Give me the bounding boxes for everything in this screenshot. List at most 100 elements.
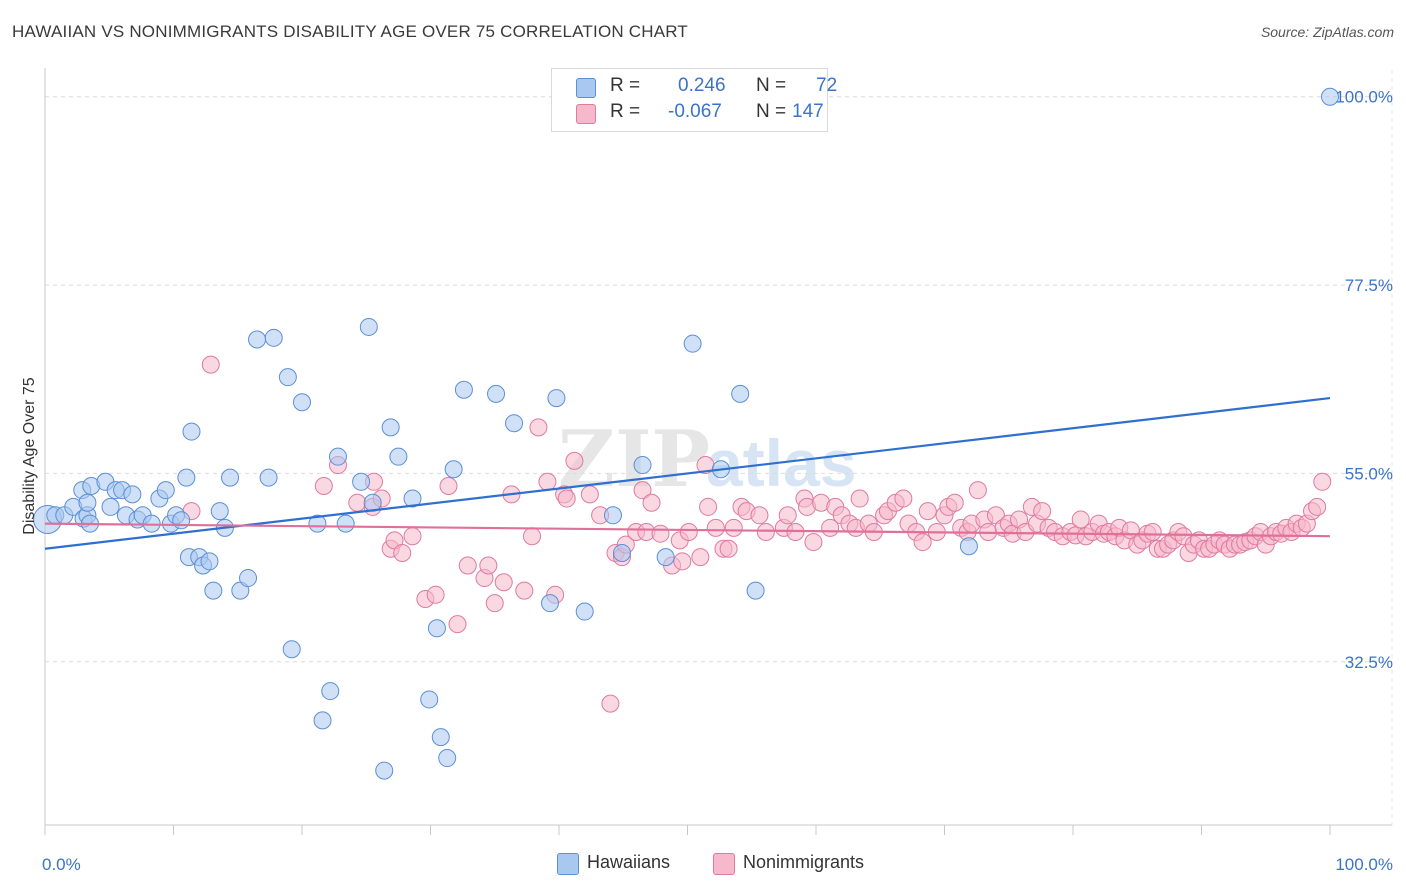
nonimmigrants-point-16 [458, 556, 477, 575]
nonimmigrants-point-38 [642, 493, 661, 512]
hawaiians-point-56 [431, 728, 450, 747]
nonimmigrants-point-2 [314, 476, 333, 495]
nonimmigrants-point-43 [679, 523, 698, 542]
n-value: 147 [792, 101, 824, 122]
hawaiians-point-73 [959, 537, 978, 556]
nonimmigrants-point-14 [439, 476, 458, 495]
y-tick-label-1: 55.0% [1345, 464, 1393, 483]
hawaiians-point-43 [308, 514, 327, 533]
hawaiians-point-52 [389, 447, 408, 466]
nonimmigrants-label: Nonimmigrants [743, 852, 865, 872]
y-axis-title: Disability Age Over 75 [21, 377, 38, 535]
nonimmigrants-point-10 [393, 543, 412, 562]
hawaiians-point-62 [541, 594, 560, 613]
r-value: 0.246 [678, 75, 726, 96]
nonimmigrants-point-60 [804, 533, 823, 552]
nonimmigrants-points [182, 355, 1332, 713]
nonimmigrants-point-53 [750, 506, 769, 525]
hawaiians-point-54 [420, 690, 439, 709]
hawaiians-swatch [557, 853, 579, 875]
nonimmigrants-point-44 [691, 548, 710, 567]
hawaiians-point-51 [381, 418, 400, 437]
nonimmigrants-point-13 [426, 585, 445, 604]
hawaiians-point-25 [177, 468, 196, 487]
r-value: -0.067 [668, 101, 722, 122]
hawaiians-point-59 [454, 380, 473, 399]
nonimmigrants-point-42 [673, 552, 692, 571]
tick-labels: 32.5% 55.0% 77.5% 100.0% 0.0% 100.0% [42, 88, 1393, 874]
hawaiians-point-64 [575, 602, 594, 621]
nonimmigrants-point-15 [448, 615, 467, 634]
nonimmigrants-point-77 [918, 502, 937, 521]
hawaiians-point-69 [683, 334, 702, 353]
hawaiians-swatch [576, 78, 596, 98]
chart-title: HAWAIIAN VS NONIMMIGRANTS DISABILITY AGE… [12, 22, 689, 41]
nonimmigrants-point-81 [945, 493, 964, 512]
hawaiians-point-45 [328, 447, 347, 466]
hawaiians-point-50 [375, 761, 394, 780]
hawaiians-point-40 [282, 640, 301, 659]
hawaiians-point-38 [264, 328, 283, 347]
nonimmigrants-point-47 [706, 518, 725, 537]
nonimmigrants-point-96 [1033, 502, 1052, 521]
hawaiians-point-53 [403, 489, 422, 508]
hawaiians-point-60 [487, 384, 506, 403]
trend-lines [44, 396, 1331, 550]
y-tick-label-2: 77.5% [1345, 276, 1393, 295]
nonimmigrants-point-11 [403, 527, 422, 546]
nonimmigrants-point-23 [523, 527, 542, 546]
hawaiians-point-26 [182, 422, 201, 441]
x-tick-label-max: 100.0% [1335, 855, 1393, 874]
hawaiians-trend-line [44, 396, 1331, 550]
hawaiians-point-47 [352, 472, 371, 491]
hawaiians-point-57 [438, 749, 457, 768]
nonimmigrants-point-30 [580, 485, 599, 504]
r-label: R = [610, 101, 641, 122]
hawaiians-points [33, 87, 1339, 780]
nonimmigrants-point-36 [633, 481, 652, 500]
nonimmigrants-trend-line [44, 522, 1331, 538]
hawaiians-point-55 [427, 619, 446, 638]
nonimmigrants-point-22 [515, 581, 534, 600]
nonimmigrants-point-67 [850, 489, 869, 508]
hawaiians-point-30 [204, 581, 223, 600]
hawaiians-point-23 [172, 511, 191, 530]
nonimmigrants-swatch [713, 853, 735, 875]
y-tick-label-3: 100.0% [1335, 88, 1393, 107]
nonimmigrants-point-29 [565, 451, 584, 470]
nonimmigrants-point-102 [1071, 510, 1090, 529]
nonimmigrants-point-54 [756, 523, 775, 542]
hawaiians-point-20 [156, 481, 175, 500]
nonimmigrants-point-50 [724, 518, 743, 537]
nonimmigrants-point-0 [201, 355, 220, 374]
nonimmigrants-point-147 [1308, 497, 1327, 516]
nonimmigrants-point-148 [1313, 472, 1332, 491]
nonimmigrants-point-73 [894, 489, 913, 508]
nonimmigrants-swatch [576, 104, 596, 124]
n-label: N = [756, 75, 787, 96]
y-tick-label-0: 32.5% [1345, 653, 1393, 672]
nonimmigrants-point-18 [479, 556, 498, 575]
hawaiians-point-61 [505, 414, 524, 433]
nonimmigrants-point-46 [699, 497, 718, 516]
correlation-legend: R = 0.246 N = 72 R = -0.067 N = 147 [551, 68, 837, 132]
nonimmigrants-point-49 [719, 539, 738, 558]
hawaiians-point-72 [746, 581, 765, 600]
hawaiians-point-48 [359, 317, 378, 336]
nonimmigrants-point-39 [651, 524, 670, 543]
hawaiians-point-58 [444, 460, 463, 479]
hawaiians-point-29 [200, 552, 219, 571]
hawaiians-point-74 [1321, 87, 1339, 106]
nonimmigrants-point-20 [494, 573, 513, 592]
hawaiians-point-33 [221, 468, 240, 487]
x-tick-label-min: 0.0% [42, 855, 81, 874]
nonimmigrants-point-4 [348, 493, 367, 512]
hawaiians-point-8 [78, 493, 97, 512]
hawaiians-point-37 [259, 468, 278, 487]
hawaiians-point-67 [633, 456, 652, 475]
nonimmigrants-point-115 [1143, 523, 1162, 542]
hawaiians-point-42 [313, 711, 332, 730]
n-label: N = [756, 101, 787, 122]
nonimmigrants-point-25 [538, 472, 557, 491]
nonimmigrants-point-28 [557, 489, 576, 508]
